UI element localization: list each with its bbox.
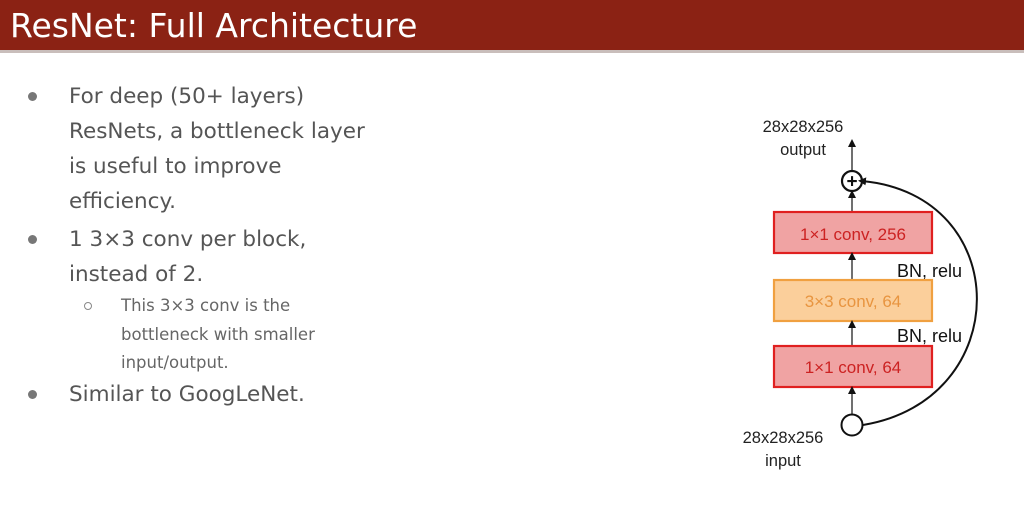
bullet-item: For deep (50+ layers) ResNets, a bottlen… (28, 79, 369, 219)
output-label: output (780, 141, 826, 159)
input-size-label: 28x28x256 (743, 429, 824, 447)
plus-icon: + (846, 172, 857, 193)
output-size-label: 28x28x256 (763, 118, 844, 136)
sub-bullet-item: This 3×3 conv is the bottleneck with sma… (84, 292, 351, 378)
conv-block-1x1-64 (772, 344, 934, 389)
bullet-dot-icon (28, 390, 37, 399)
sub-bullet-text: This 3×3 conv is the bottleneck with sma… (121, 296, 315, 372)
bullet-item: 1 3×3 conv per block, instead of 2. (28, 222, 369, 292)
bullet-list: For deep (50+ layers) ResNets, a bottlen… (0, 0, 400, 523)
conv-block-1x1-256 (772, 210, 934, 255)
activation-label: BN, relu (897, 326, 962, 346)
conv-block-label: 3×3 conv, 64 (805, 292, 902, 311)
conv-block-label: 1×1 conv, 64 (805, 358, 902, 377)
skip-connection-arrow (858, 177, 978, 426)
bullet-text: Similar to GoogLeNet. (69, 382, 305, 407)
bullet-dot-icon (28, 92, 37, 101)
slide-title: ResNet: Full Architecture (10, 6, 418, 45)
bullet-text: For deep (50+ layers) ResNets, a bottlen… (69, 84, 365, 214)
bullet-text: 1 3×3 conv per block, instead of 2. (69, 227, 307, 287)
bullet-dot-icon (28, 235, 37, 244)
input-label: input (765, 452, 801, 470)
activation-label: BN, relu (897, 261, 962, 281)
conv-block-label: 1×1 conv, 256 (800, 225, 906, 244)
input-node (840, 413, 864, 437)
sub-bullet-ring-icon (84, 302, 92, 310)
title-bar: ResNet: Full Architecture (0, 0, 1024, 53)
bullet-item: Similar to GoogLeNet. (28, 377, 369, 412)
conv-block-3x3-64 (772, 278, 934, 323)
